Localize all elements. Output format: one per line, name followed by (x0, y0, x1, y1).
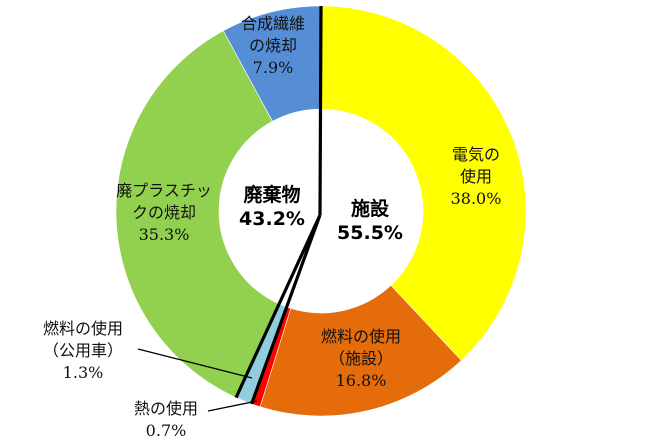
group-value: 43.2% (239, 208, 305, 230)
divider-top (318, 5, 323, 216)
label-electricity: 電気の 使用 38.0% (432, 144, 520, 210)
divider-vehicle-waste (234, 214, 322, 399)
label-line: （施設） (328, 349, 393, 368)
label-value: 1.3% (62, 363, 104, 382)
slice-fuel-facility (259, 284, 462, 417)
label-line: 燃料の使用 (42, 319, 123, 338)
group-name: 施設 (350, 198, 389, 220)
leader-line-heat (207, 400, 258, 412)
label-line: 熱の使用 (133, 399, 198, 418)
label-value: 35.3% (138, 225, 190, 244)
label-line: 廃プラスチッ (116, 181, 212, 200)
label-line: 燃料の使用 (320, 327, 401, 346)
group-dividers (234, 5, 323, 405)
label-heat: 熱の使用 0.7% (118, 398, 214, 442)
donut-slices (115, 5, 527, 417)
label-line: 合成繊維 (240, 14, 305, 33)
label-line: 使用 (459, 167, 492, 186)
label-line: クの焼却 (131, 203, 196, 222)
leader-lines (137, 348, 258, 412)
label-value: 7.9% (252, 58, 294, 77)
label-synthetic-fiber: 合成繊維 の焼却 7.9% (226, 13, 320, 79)
group-name: 廃棄物 (243, 184, 301, 206)
label-value: 0.7% (145, 421, 187, 440)
label-fuel-facility: 燃料の使用 （施設） 16.8% (302, 326, 420, 392)
center-label-waste: 廃棄物 43.2% (226, 183, 318, 231)
label-value: 38.0% (450, 189, 502, 208)
slice-electricity (320, 5, 527, 361)
slice-plastic (115, 30, 280, 398)
label-line: の焼却 (248, 36, 297, 55)
divider-facility-vehicle (250, 214, 322, 405)
label-plastic: 廃プラスチッ クの焼却 35.3% (98, 180, 230, 246)
label-fuel-vehicle: 燃料の使用 （公用車） 1.3% (28, 318, 138, 384)
leader-line-fuel-vehicle (137, 348, 253, 379)
center-label-facility: 施設 55.5% (324, 197, 416, 245)
label-line: 電気の (451, 145, 500, 164)
label-value: 16.8% (335, 371, 387, 390)
label-line: （公用車） (42, 341, 123, 360)
group-value: 55.5% (337, 222, 403, 244)
